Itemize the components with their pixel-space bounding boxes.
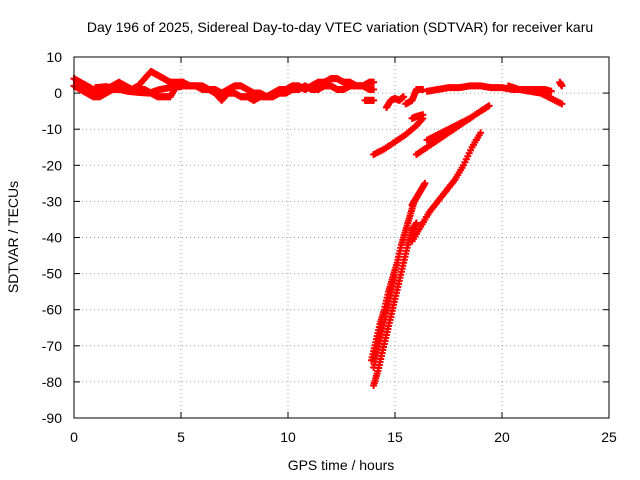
data-point [558,82,566,90]
grid-lines [74,57,609,418]
data-point [412,219,420,227]
series-17 [370,273,399,371]
data-point [400,93,408,101]
data-point [370,85,378,93]
y-tick-label: -70 [42,338,62,354]
chart-title: Day 196 of 2025, Sidereal Day-to-day VTE… [87,19,593,35]
series-9 [504,82,566,108]
axis-ticks [73,56,610,419]
data-point [177,83,185,91]
x-tick-label: 5 [177,429,185,445]
series-10 [556,78,566,90]
y-axis-label: SDTVAR / TECUs [5,181,21,293]
series-2 [91,83,185,97]
x-tick-label: 25 [601,429,617,445]
y-tick-labels: 10 0 -10 -20 -30 -40 -50 -60 -70 -80 -90 [42,49,62,426]
data-point [485,102,493,110]
x-axis-label: GPS time / hours [288,457,395,473]
series-4 [370,114,427,158]
data-point [370,96,378,104]
y-tick-label: 0 [54,85,62,101]
series-14 [408,129,485,245]
data-point [421,179,429,187]
series-12 [423,114,474,144]
y-tick-label: -20 [42,157,62,173]
x-tick-label: 20 [494,429,510,445]
series-13 [408,179,429,209]
data-point [391,273,399,281]
x-tick-labels: 0 5 10 15 20 25 [70,429,617,445]
y-tick-label: -60 [42,302,62,318]
y-tick-label: -10 [42,121,62,137]
x-tick-label: 15 [387,429,403,445]
y-tick-label: -40 [42,230,62,246]
x-tick-label: 10 [280,429,296,445]
y-tick-label: 10 [46,49,62,65]
data-point [477,129,485,137]
series-7 [408,111,427,122]
x-tick-label: 0 [70,429,78,445]
y-tick-label: -80 [42,374,62,390]
y-tick-label: -90 [42,410,62,426]
data-point [410,197,418,205]
y-tick-label: -50 [42,266,62,282]
data-point [419,85,427,93]
data-point [419,111,427,119]
series-6 [402,85,427,108]
data-points [70,67,566,390]
data-point [370,78,378,86]
y-tick-label: -30 [42,193,62,209]
data-point [558,100,566,108]
data-point [466,114,474,122]
series-3 [361,96,378,104]
data-point [547,87,555,95]
series-5 [382,93,408,112]
